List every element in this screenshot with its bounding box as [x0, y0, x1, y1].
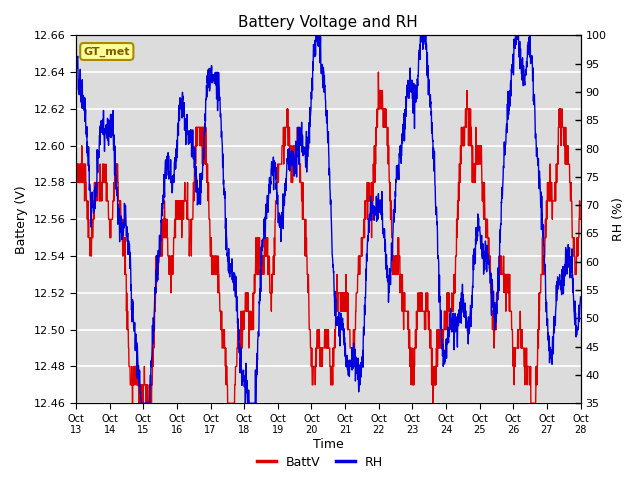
- Legend: BattV, RH: BattV, RH: [252, 451, 388, 474]
- X-axis label: Time: Time: [313, 438, 344, 451]
- Y-axis label: Battery (V): Battery (V): [15, 185, 28, 253]
- Title: Battery Voltage and RH: Battery Voltage and RH: [239, 15, 418, 30]
- Text: GT_met: GT_met: [84, 47, 130, 57]
- Y-axis label: RH (%): RH (%): [612, 197, 625, 241]
